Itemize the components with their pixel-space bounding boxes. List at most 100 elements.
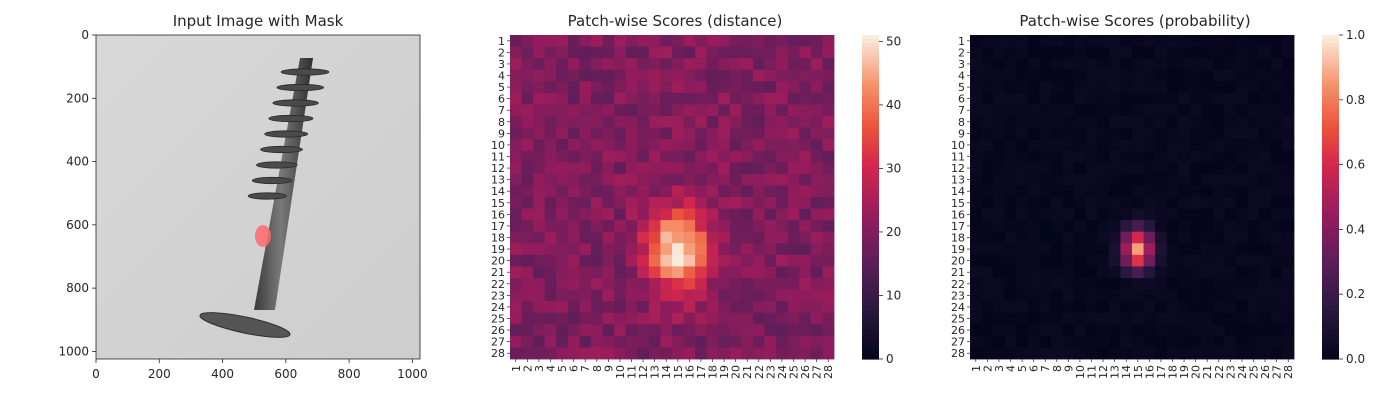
heatmap-cell — [706, 301, 719, 314]
colorbar-segment — [1322, 144, 1339, 149]
heatmap-cell — [822, 185, 835, 198]
heatmap-cell — [591, 324, 603, 337]
heatmap-cell — [1132, 231, 1144, 244]
col-tick-label: 7 — [1039, 365, 1052, 372]
heatmap-cell — [1189, 35, 1202, 47]
heatmap-cell — [1213, 58, 1225, 71]
colorbar-segment — [862, 55, 879, 60]
heatmap-cell — [787, 162, 800, 175]
heatmap-cell — [764, 46, 777, 59]
heatmap-cell — [1166, 104, 1179, 117]
colorbar-segment — [862, 273, 879, 279]
heatmap-cell — [787, 208, 800, 221]
heatmap-cell — [1282, 243, 1295, 256]
heatmap-cell — [1039, 243, 1052, 256]
heatmap-cell — [1074, 208, 1087, 221]
heatmap-cell — [1097, 220, 1110, 233]
heatmap-cell — [1259, 289, 1272, 302]
heatmap-cell — [614, 231, 627, 244]
heatmap-cell — [753, 162, 765, 175]
heatmap-cell — [683, 324, 696, 337]
heatmap-cell — [533, 139, 546, 152]
heatmap-cell — [567, 324, 580, 337]
heatmap-cell — [683, 127, 696, 140]
heatmap-cell — [1120, 324, 1133, 337]
heatmap-cell — [1270, 197, 1283, 209]
heatmap-cell — [993, 35, 1006, 47]
heatmap-cell — [1189, 289, 1202, 302]
heatmap-cell — [776, 335, 789, 348]
heatmap-cell — [625, 173, 638, 186]
colorbar-segment — [862, 338, 879, 344]
heatmap-cell — [1224, 46, 1237, 59]
heatmap-cell — [1143, 127, 1156, 140]
heatmap-cell — [625, 278, 638, 290]
heatmap-cell — [1224, 35, 1237, 47]
heatmap-cell — [981, 301, 994, 314]
colorbar-segment — [862, 63, 879, 68]
heatmap-cell — [810, 266, 823, 279]
heatmap-cell — [741, 150, 754, 163]
heatmap-cell — [1166, 312, 1179, 325]
heatmap-cell — [1201, 289, 1214, 302]
heatmap-cell — [706, 220, 719, 233]
heatmap-cell — [1282, 127, 1295, 140]
heatmap-cell — [1004, 335, 1017, 348]
heatmap-cell — [1143, 347, 1156, 360]
heatmap-cell — [1085, 69, 1098, 82]
heatmap-cell — [695, 162, 708, 175]
heatmap-cell — [591, 92, 603, 105]
heatmap-cell — [1039, 289, 1052, 302]
heatmap-cell — [579, 220, 592, 233]
heatmap-cell — [981, 92, 994, 105]
heatmap-cell — [544, 312, 557, 325]
heatmap-cell — [1189, 150, 1202, 163]
heatmap-cell — [1051, 81, 1063, 94]
heatmap-cell — [776, 220, 789, 233]
heatmap-cell — [776, 162, 789, 175]
heatmap-cell — [1085, 324, 1098, 337]
colorbar-segment — [862, 197, 879, 202]
heatmap-cell — [1270, 127, 1283, 140]
heatmap-cell — [567, 92, 580, 105]
heatmap-cell — [1039, 347, 1052, 360]
heatmap-cell — [1004, 347, 1017, 360]
heatmap-cell — [799, 312, 812, 325]
heatmap-cell — [1189, 301, 1202, 314]
heatmap-cell — [602, 301, 615, 314]
heatmap-cell — [648, 185, 661, 198]
colorbar-segment — [1322, 286, 1339, 291]
heatmap-cell — [1189, 243, 1202, 256]
heatmap-cell — [672, 81, 684, 94]
heatmap-cell — [729, 46, 742, 59]
heatmap-cell — [729, 335, 742, 348]
heatmap-cell — [521, 127, 534, 140]
colorbar-segment — [1322, 354, 1339, 360]
heatmap-cell — [810, 254, 823, 267]
heatmap-cell — [660, 254, 673, 267]
colorbar-segment — [862, 172, 879, 178]
heatmap-cell — [695, 139, 708, 152]
heatmap-cell — [1051, 58, 1063, 71]
heatmap-cell — [591, 301, 603, 314]
col-tick-label: 12 — [1097, 365, 1110, 379]
heatmap-cell — [1270, 92, 1283, 105]
heatmap-cell — [810, 312, 823, 325]
heatmap-cell — [764, 127, 777, 140]
colorbar-segment — [1322, 229, 1339, 235]
heatmap-cell — [510, 231, 522, 244]
heatmap-cell — [660, 289, 673, 302]
heatmap-cell — [1270, 335, 1283, 348]
heatmap-cell — [706, 127, 719, 140]
heatmap-cell — [810, 58, 823, 71]
heatmap-cell — [1039, 139, 1052, 152]
heatmap-cell — [1108, 104, 1121, 117]
heatmap-cell — [1259, 231, 1272, 244]
heatmap-cell — [1270, 58, 1283, 71]
heatmap-cell — [1282, 208, 1295, 221]
screw-thread — [272, 99, 319, 107]
heatmap-cell — [672, 58, 684, 71]
heatmap-cell — [1016, 35, 1029, 47]
colorbar-segment — [1322, 128, 1339, 133]
colorbar-segment — [1322, 302, 1339, 307]
